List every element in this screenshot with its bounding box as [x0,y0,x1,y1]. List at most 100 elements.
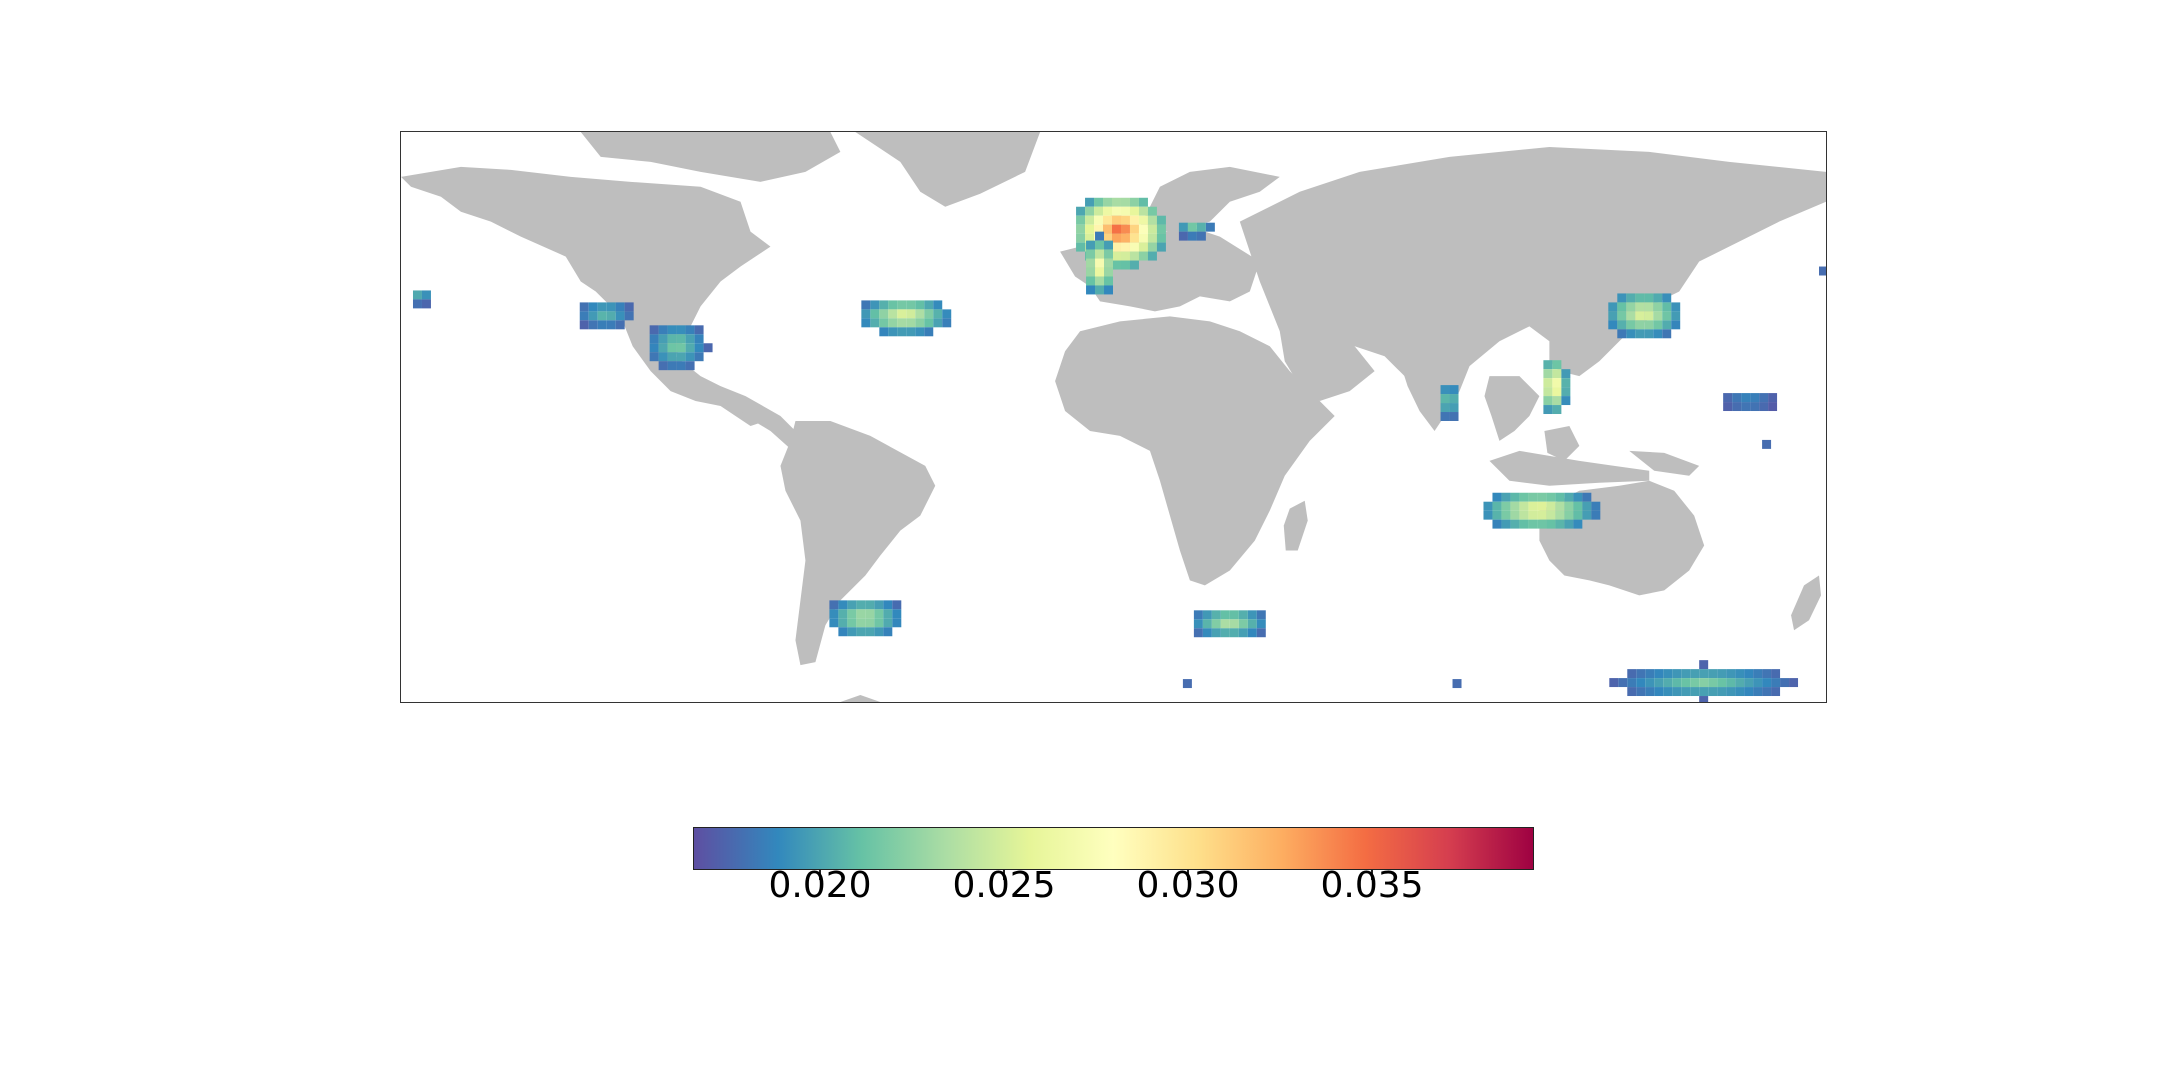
heat-cell [1546,501,1556,511]
heat-cell [1076,224,1086,234]
heat-cell [1129,251,1139,261]
heat-cell [1492,501,1502,511]
heat-cell [1120,197,1130,207]
colorbar-tick-2 [1003,870,1005,880]
heat-cell [1771,678,1781,688]
heat-cell [1094,224,1104,234]
heat-cell [1750,402,1760,412]
heat-cell [658,352,668,362]
heat-cell [694,343,704,353]
heat-cell [1741,402,1751,412]
heat-cell [667,325,677,335]
heat-cell [1178,231,1188,241]
heat-cell [1196,222,1206,232]
heat-cell [1672,669,1682,679]
heat-cell [1193,619,1203,629]
heat-cell [1626,311,1636,321]
heat-cell [658,334,668,344]
heat-cell [1211,619,1221,629]
heat-cells [412,197,1826,702]
heat-cell [597,320,607,330]
heat-cell [1085,233,1095,243]
heat-cell [1726,687,1736,697]
heat-cell [888,327,898,337]
land-scandinavia [1139,166,1280,232]
heat-cell [1449,385,1459,395]
heat-cell [847,609,857,619]
heat-cell [588,320,598,330]
heat-cell [1789,678,1799,688]
heat-cell [1626,302,1636,312]
heat-cell [1635,329,1645,339]
heat-cell [1112,260,1121,270]
heat-cell [1138,215,1148,225]
heat-cell [1112,233,1121,243]
heat-cell [1753,678,1763,688]
heat-cell [838,627,848,637]
heat-cell [685,325,695,335]
heat-cell [1653,329,1663,339]
heat-cell [1094,215,1104,225]
heat-cell [1771,687,1781,697]
heat-cell [649,343,659,353]
heat-cell [1120,242,1130,252]
heat-cell [897,327,907,337]
heat-cell [1735,669,1745,679]
land-borneo [1544,425,1580,461]
heat-cell [1220,619,1230,629]
heat-cell [1147,215,1157,225]
heat-cell [1112,215,1121,225]
heat-cell [685,352,695,362]
heat-cell [1744,678,1754,688]
heat-cell [1211,610,1221,620]
heat-cell [1753,669,1763,679]
heat-cell [1519,519,1529,529]
heat-cell [1552,396,1562,406]
heat-cell [1608,302,1618,312]
heat-cell [1552,387,1562,397]
heat-cell [1555,510,1565,520]
heat-cell [667,334,677,344]
heat-cell [1449,412,1459,421]
heat-cell [1555,519,1565,529]
heat-cell [1681,669,1691,679]
heat-cell [694,325,704,335]
heat-cell [1138,242,1148,252]
heat-cell [1744,687,1754,697]
heat-cell [1095,276,1105,286]
heat-cell [1681,678,1691,688]
heat-cell [856,609,866,619]
heat-cell [1671,320,1681,330]
colorbar [693,827,1534,880]
heat-cell [874,600,884,610]
heat-cell [1723,402,1733,412]
colorbar-tick-1 [819,870,821,880]
heat-cell [1449,403,1459,413]
heat-cell [1156,242,1166,252]
heat-cell [1492,492,1502,502]
heat-cell [1256,610,1266,620]
heat-cell [1229,610,1239,620]
heat-cell [1552,405,1562,415]
map-panel [400,131,1827,703]
heat-cell [879,309,889,319]
heat-cell [1617,320,1627,330]
heat-cell [1741,393,1751,403]
heat-cell [861,309,871,319]
heat-cell [1104,267,1114,277]
heat-cell [1120,206,1130,216]
heat-cell [924,327,934,337]
heat-cell [1202,628,1212,638]
heat-cell [861,300,871,310]
heat-cell [685,334,695,344]
heat-cell [1129,233,1139,243]
heat-cell [1483,510,1493,520]
heat-cell [1501,492,1511,502]
heat-cell [1671,311,1681,321]
heat-cell [1552,378,1562,388]
heat-cell [942,309,952,319]
heat-cell [1229,619,1239,629]
heat-cell [1440,403,1450,413]
heat-cell [649,325,659,335]
heat-cell [1483,501,1493,511]
